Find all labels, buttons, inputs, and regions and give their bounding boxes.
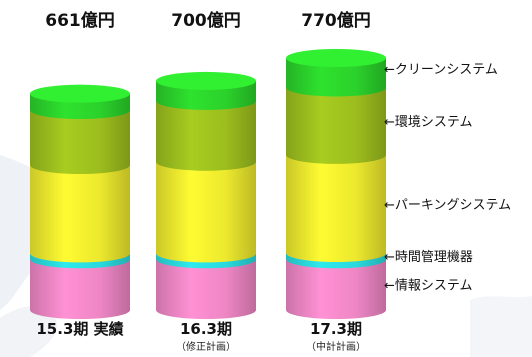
x-tick-note: （中計計画）	[306, 340, 366, 353]
legend-label: ←環境システム	[384, 115, 473, 130]
legend-label: ←パーキングシステム	[384, 198, 511, 213]
x-tick-note: （修正計画）	[176, 340, 236, 353]
bar-segment	[286, 58, 386, 97]
bar-segment	[286, 259, 386, 319]
x-tick-label: 15.3期 実績	[36, 320, 123, 338]
bar-total-label: 770億円	[301, 10, 371, 31]
bar-segment	[286, 87, 386, 164]
bar-top-cap	[286, 49, 386, 67]
bar-segment	[156, 161, 256, 263]
legend-label: ←クリーンシステム	[384, 63, 498, 78]
x-tick-label: 17.3期	[310, 320, 362, 338]
x-tick-label: 16.3期	[180, 320, 232, 338]
bar-segment	[30, 110, 130, 175]
bar-top-cap	[30, 84, 130, 103]
bar-top-cap	[156, 71, 256, 90]
bar-segment	[156, 100, 256, 171]
legend-label: ←情報システム	[384, 279, 473, 294]
bar-segment	[156, 259, 256, 319]
bar-segment	[30, 259, 130, 319]
bar-segment	[286, 154, 386, 263]
bar-total-label: 700億円	[171, 10, 241, 31]
bar-total-label: 661億円	[45, 10, 115, 31]
bar-segment	[30, 165, 130, 263]
legend-label: ←時間管理機器	[384, 250, 473, 265]
